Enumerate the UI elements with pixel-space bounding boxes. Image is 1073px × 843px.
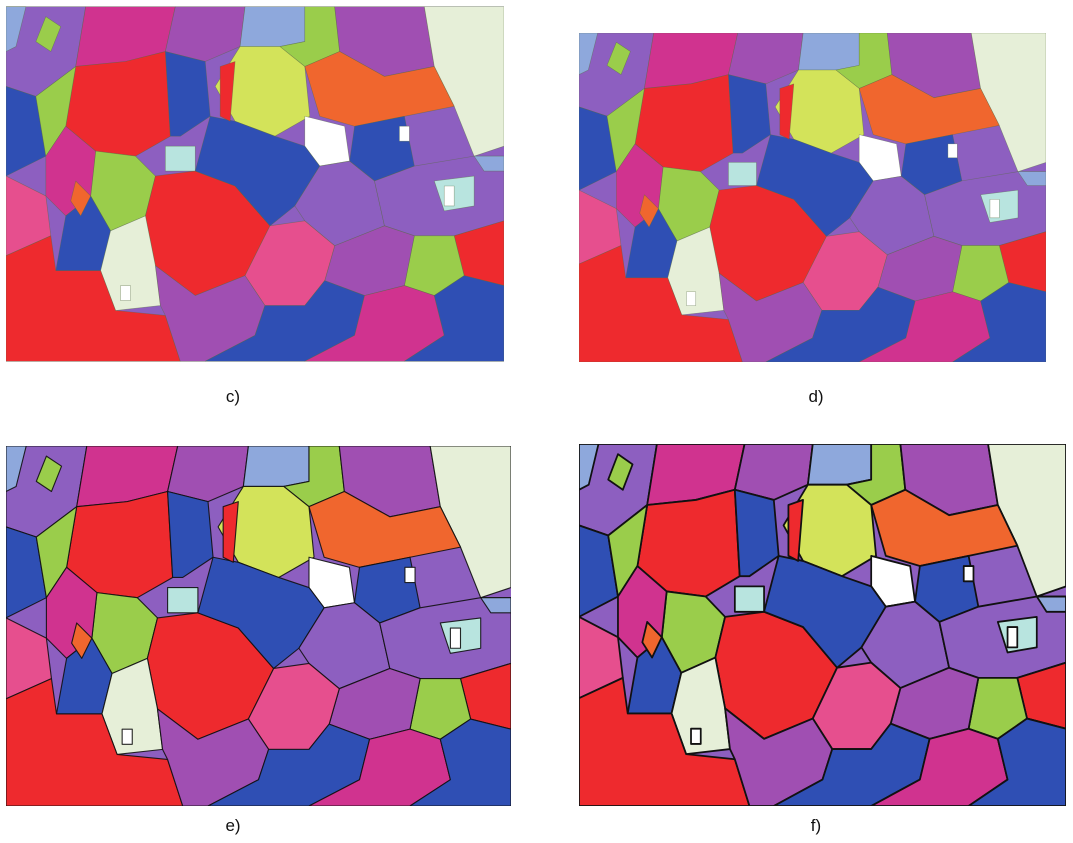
grain — [217, 485, 315, 579]
grain — [35, 455, 63, 493]
grain — [686, 291, 697, 306]
grain — [167, 587, 199, 614]
grain — [728, 33, 804, 85]
grain — [947, 143, 958, 159]
ebsd-map-c — [6, 6, 504, 362]
caption-d: d) — [808, 387, 824, 406]
grain — [121, 728, 133, 745]
grain — [774, 69, 865, 154]
caption-e: e) — [225, 816, 241, 835]
grain — [733, 585, 765, 613]
grain — [787, 499, 804, 562]
grain — [6, 235, 181, 362]
ebsd-map-f — [579, 444, 1066, 806]
grain — [639, 194, 659, 228]
grain — [404, 275, 504, 362]
grain — [167, 490, 214, 579]
grain-map-e — [6, 446, 511, 806]
grain — [952, 282, 1046, 362]
grain — [579, 444, 600, 491]
grain — [242, 446, 310, 488]
grain — [763, 554, 887, 669]
grain — [641, 621, 663, 659]
grain — [409, 718, 511, 806]
grain — [1035, 595, 1066, 613]
ebsd-map-e — [6, 446, 511, 806]
grain — [579, 676, 751, 806]
grain — [756, 134, 874, 237]
caption-c: c) — [225, 387, 241, 406]
grain — [35, 16, 62, 52]
grain — [1017, 171, 1046, 186]
grain — [70, 180, 91, 217]
grain — [579, 245, 743, 362]
grain — [165, 145, 196, 172]
grain — [782, 483, 877, 578]
grain — [733, 444, 814, 501]
grain — [167, 446, 249, 503]
grain — [962, 565, 975, 583]
grain — [967, 717, 1066, 806]
grain — [606, 41, 631, 75]
grain — [214, 46, 311, 137]
grain — [728, 74, 771, 154]
grain — [194, 115, 321, 227]
ebsd-map-d — [579, 33, 1046, 362]
grain — [6, 446, 27, 493]
grain — [120, 285, 131, 301]
grain — [71, 622, 93, 659]
grain — [779, 83, 795, 140]
grain — [222, 501, 239, 563]
grain — [449, 627, 462, 649]
grain — [6, 678, 184, 806]
grain — [733, 488, 780, 578]
grain — [399, 125, 410, 142]
grain — [607, 453, 634, 491]
grain — [239, 6, 306, 47]
grain — [165, 6, 246, 62]
grain-map-f — [579, 444, 1066, 806]
grain — [690, 727, 702, 745]
grain — [165, 51, 211, 137]
grain — [219, 61, 236, 122]
grain — [443, 185, 455, 207]
grain — [404, 566, 416, 584]
grain — [798, 33, 860, 71]
grain-map-c — [6, 6, 504, 362]
grain — [579, 33, 598, 75]
caption-f: f) — [810, 816, 822, 835]
grain — [6, 6, 27, 52]
grain — [989, 199, 1000, 219]
grain — [1006, 626, 1019, 649]
grain — [197, 556, 325, 670]
grain — [480, 597, 511, 614]
grain — [728, 162, 757, 186]
grain — [807, 444, 873, 486]
grain — [473, 155, 504, 172]
grain-map-d — [579, 33, 1046, 362]
